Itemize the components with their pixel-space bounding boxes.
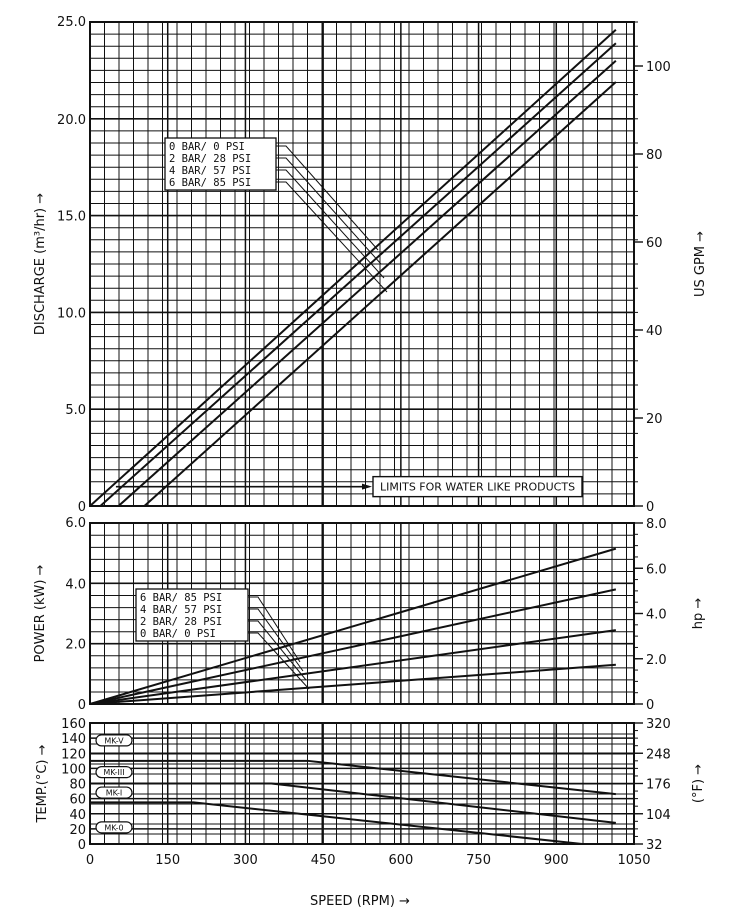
legend-leader bbox=[248, 620, 307, 681]
series-line bbox=[89, 663, 616, 705]
legend-leader bbox=[248, 596, 301, 663]
y2-tick-label: 0 bbox=[646, 698, 654, 713]
series-line bbox=[90, 759, 616, 796]
text-layer: 05.010.015.020.025.0020406080100DISCHARG… bbox=[33, 15, 708, 909]
mk-tag-label: MK-V bbox=[104, 736, 124, 745]
y-tick-label: 4.0 bbox=[65, 577, 86, 592]
y-tick-label: 25.0 bbox=[57, 15, 86, 30]
y-tick-label: 0 bbox=[78, 698, 86, 713]
y2-tick-label: 80 bbox=[646, 148, 663, 163]
legend-box bbox=[135, 588, 249, 642]
y-tick-label: 15.0 bbox=[57, 210, 86, 225]
legend-leader bbox=[276, 157, 382, 265]
y2-tick-label: 176 bbox=[646, 778, 671, 793]
y-tick-label: 60 bbox=[69, 793, 86, 808]
y2-tick-label: 104 bbox=[646, 808, 671, 823]
legend-entry: 0 BAR/ 0 PSI bbox=[140, 628, 216, 640]
x-tick-label: 750 bbox=[466, 853, 491, 868]
legend-leader bbox=[248, 632, 310, 690]
y-tick-label: 40 bbox=[69, 808, 86, 823]
x-tick-label: 600 bbox=[388, 853, 413, 868]
y-tick-label: 0 bbox=[78, 500, 86, 515]
series-layer bbox=[89, 29, 617, 845]
y-axis-label: POWER (kW) → bbox=[33, 564, 48, 662]
legend-leader bbox=[248, 608, 304, 672]
legend-entry: 2 BAR/ 28 PSI bbox=[140, 616, 222, 628]
y2-tick-label: 320 bbox=[646, 717, 671, 732]
series-line bbox=[89, 29, 617, 507]
x-tick-label: 900 bbox=[544, 853, 569, 868]
x-tick-label: 300 bbox=[233, 853, 258, 868]
legend-entry: 4 BAR/ 57 PSI bbox=[169, 165, 251, 177]
mk-tag bbox=[95, 734, 133, 747]
y-tick-label: 10.0 bbox=[57, 306, 86, 321]
y-tick-label: 2.0 bbox=[65, 638, 86, 653]
series-line bbox=[143, 81, 617, 507]
y2-tick-label: 40 bbox=[646, 324, 663, 339]
series-line bbox=[90, 782, 616, 824]
mk-tag-label: MK-0 bbox=[104, 823, 123, 832]
y2-tick-label: 20 bbox=[646, 412, 663, 427]
y-tick-label: 80 bbox=[69, 778, 86, 793]
limit-arrowhead bbox=[362, 483, 372, 490]
y2-tick-label: 60 bbox=[646, 236, 663, 251]
y-tick-label: 120 bbox=[61, 747, 86, 762]
mk-tag bbox=[95, 766, 133, 779]
legend-leader bbox=[276, 145, 379, 251]
legend-entry: 2 BAR/ 28 PSI bbox=[169, 153, 251, 165]
y2-axis-label: (°F) → bbox=[691, 764, 706, 803]
legend-entry: 6 BAR/ 85 PSI bbox=[169, 177, 251, 189]
legend-leader bbox=[276, 169, 385, 279]
mk-tag bbox=[95, 821, 133, 834]
legend-entry: 4 BAR/ 57 PSI bbox=[140, 604, 222, 616]
y-tick-label: 100 bbox=[61, 762, 86, 777]
y2-tick-label: 0 bbox=[646, 500, 654, 515]
y-tick-label: 160 bbox=[61, 717, 86, 732]
y2-axis-label: hp → bbox=[691, 598, 706, 630]
y2-tick-label: 4.0 bbox=[646, 608, 667, 623]
mk-tag bbox=[95, 786, 133, 799]
y-tick-label: 0 bbox=[78, 838, 86, 853]
x-tick-label: 450 bbox=[311, 853, 336, 868]
x-tick-label: 150 bbox=[155, 853, 180, 868]
y2-tick-label: 8.0 bbox=[646, 517, 667, 532]
legend-layer bbox=[95, 137, 583, 834]
series-line bbox=[90, 801, 583, 845]
mk-tag-label: MK-III bbox=[103, 768, 124, 777]
series-line bbox=[89, 629, 617, 705]
legend-leader bbox=[276, 181, 388, 293]
x-tick-label: 0 bbox=[86, 853, 94, 868]
series-line bbox=[89, 588, 617, 705]
mk-tag-label: MK-I bbox=[106, 789, 123, 798]
y-tick-label: 5.0 bbox=[65, 403, 86, 418]
y2-tick-label: 2.0 bbox=[646, 653, 667, 668]
legend-entry: 0 BAR/ 0 PSI bbox=[169, 141, 245, 153]
y2-tick-label: 6.0 bbox=[646, 562, 667, 577]
annotation-text: LIMITS FOR WATER LIKE PRODUCTS bbox=[380, 481, 575, 494]
y2-tick-label: 248 bbox=[646, 747, 671, 762]
y-axis-label: DISCHARGE (m³/hr) → bbox=[33, 193, 48, 335]
y-tick-label: 6.0 bbox=[65, 516, 86, 531]
annotation-box bbox=[372, 475, 583, 498]
x-tick-label: 1050 bbox=[617, 853, 650, 868]
y2-axis-label: US GPM → bbox=[693, 231, 708, 297]
y-tick-label: 20 bbox=[69, 823, 86, 838]
legend-entry: 6 BAR/ 85 PSI bbox=[140, 592, 222, 604]
series-line bbox=[89, 547, 617, 705]
y-tick-label: 20.0 bbox=[57, 113, 86, 128]
y-axis-label: TEMP.(°C) → bbox=[35, 744, 50, 823]
y-tick-label: 140 bbox=[61, 732, 86, 747]
y2-tick-label: 100 bbox=[646, 60, 671, 75]
series-line bbox=[117, 59, 617, 507]
grid-layer bbox=[89, 21, 635, 845]
y2-tick-label: 32 bbox=[646, 838, 663, 853]
x-axis-label: SPEED (RPM) → bbox=[310, 894, 410, 909]
series-line bbox=[99, 42, 617, 507]
legend-box bbox=[164, 137, 277, 191]
